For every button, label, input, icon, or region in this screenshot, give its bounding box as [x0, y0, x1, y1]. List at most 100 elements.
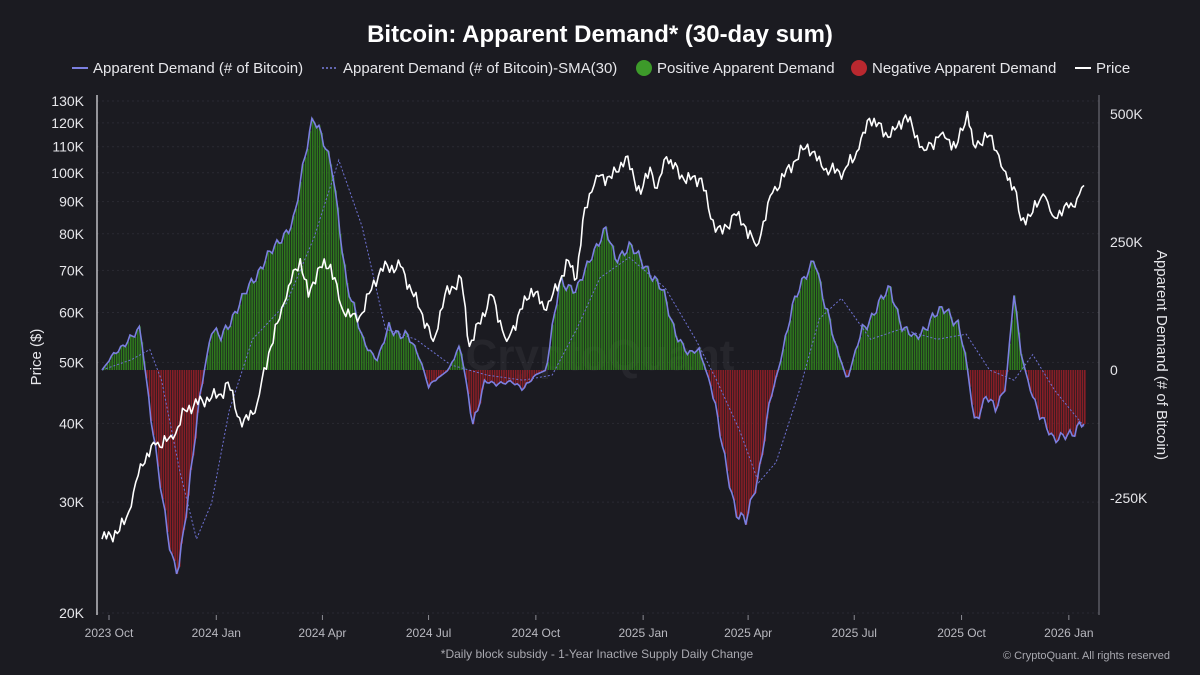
positive-demand-bar — [801, 278, 804, 370]
positive-demand-bar — [850, 368, 853, 370]
positive-demand-bar — [790, 320, 792, 370]
x-tick-label: 2025 Jan — [618, 626, 667, 640]
positive-demand-bar — [958, 320, 960, 370]
positive-demand-bar — [902, 330, 904, 370]
negative-demand-bar — [764, 370, 767, 442]
positive-demand-bar — [818, 273, 820, 370]
negative-demand-bar — [745, 370, 748, 525]
positive-demand-bar — [960, 335, 962, 370]
positive-demand-bar — [104, 366, 106, 370]
negative-demand-bar — [533, 370, 536, 377]
positive-demand-bar — [638, 250, 641, 370]
positive-demand-bar — [934, 316, 937, 370]
negative-demand-bar — [710, 370, 713, 387]
positive-demand-bar — [932, 313, 934, 370]
positive-demand-bar — [937, 315, 939, 370]
positive-demand-bar — [232, 314, 235, 370]
positive-demand-bar — [785, 335, 788, 370]
positive-demand-bar — [596, 243, 599, 370]
negative-demand-bar — [500, 370, 503, 382]
legend-item-5[interactable]: Price — [1075, 60, 1130, 77]
right-tick-label: 250K — [1110, 234, 1143, 250]
positive-demand-bar — [349, 296, 351, 370]
negative-demand-bar — [465, 370, 468, 380]
negative-demand-bar — [430, 370, 433, 383]
negative-demand-bar — [521, 370, 524, 391]
left-tick-label: 20K — [59, 605, 85, 621]
positive-demand-bar — [127, 341, 130, 370]
positive-demand-bar — [610, 243, 613, 370]
legend[interactable]: Apparent Demand (# of Bitcoin) Apparent D… — [72, 60, 1130, 77]
positive-demand-bar — [953, 325, 955, 370]
negative-demand-bar — [755, 370, 757, 494]
positive-demand-bar — [582, 279, 585, 370]
x-tick-label: 2023 Oct — [85, 626, 134, 640]
legend-label: Positive Apparent Demand — [657, 60, 835, 77]
positive-demand-bar — [139, 326, 141, 370]
positive-demand-bar — [899, 321, 902, 370]
positive-demand-bar — [398, 331, 400, 370]
negative-demand-bar — [162, 370, 165, 500]
positive-demand-bar — [239, 304, 242, 370]
negative-demand-bar — [1035, 370, 1037, 400]
positive-demand-bar — [811, 261, 813, 370]
legend-item-3[interactable]: Positive Apparent Demand — [636, 60, 835, 77]
negative-demand-bar — [491, 370, 494, 382]
legend-item-1[interactable]: Apparent Demand (# of Bitcoin) — [72, 60, 303, 77]
negative-demand-bar — [1000, 370, 1002, 397]
positive-demand-bar — [113, 352, 116, 370]
negative-demand-bar — [524, 370, 526, 388]
positive-demand-bar — [920, 334, 923, 370]
negative-demand-bar — [715, 370, 718, 404]
positive-demand-bar — [295, 208, 298, 370]
positive-demand-bar — [1014, 295, 1016, 370]
negative-demand-bar — [148, 370, 151, 397]
legend-item-2[interactable]: Apparent Demand (# of Bitcoin)-SMA(30) — [322, 60, 617, 77]
x-tick-label: 2026 Jan — [1044, 626, 1093, 640]
negative-demand-bar — [1074, 370, 1077, 437]
negative-demand-bar — [727, 370, 729, 472]
negative-demand-bar — [759, 370, 762, 464]
positive-demand-bar — [206, 355, 209, 370]
positive-demand-bar — [391, 330, 393, 370]
negative-demand-bar — [178, 370, 181, 567]
positive-demand-bar — [556, 304, 559, 370]
positive-demand-bar — [1021, 353, 1023, 370]
positive-demand-bar — [659, 288, 662, 370]
negative-demand-bar — [1063, 370, 1065, 435]
negative-demand-bar — [717, 370, 720, 418]
positive-demand-bar — [948, 309, 951, 370]
negative-demand-bar — [1058, 370, 1060, 441]
left-tick-label: 90K — [59, 194, 85, 210]
negative-demand-bar — [771, 370, 774, 397]
negative-demand-bar — [752, 370, 755, 496]
positive-demand-bar — [895, 305, 897, 370]
negative-demand-bar — [470, 370, 473, 414]
negative-demand-bar — [160, 370, 162, 488]
positive-demand-bar — [878, 300, 881, 370]
positive-demand-bar — [668, 315, 671, 370]
negative-demand-bar — [192, 370, 195, 456]
left-tick-label: 30K — [59, 494, 85, 510]
positive-demand-bar — [808, 270, 811, 370]
negative-demand-bar — [437, 370, 440, 378]
positive-demand-bar — [598, 245, 601, 370]
positive-demand-bar — [230, 325, 232, 370]
positive-demand-bar — [911, 336, 913, 370]
positive-demand-bar — [647, 266, 650, 370]
positive-demand-bar — [393, 335, 396, 370]
positive-demand-bar — [584, 270, 587, 370]
negative-demand-bar — [731, 370, 734, 493]
negative-demand-bar — [503, 370, 505, 384]
negative-demand-bar — [512, 370, 515, 383]
positive-demand-bar — [643, 268, 645, 370]
legend-swatch-dot — [851, 60, 867, 76]
negative-demand-bar — [440, 370, 442, 377]
positive-demand-bar — [827, 309, 830, 370]
legend-item-4[interactable]: Negative Apparent Demand — [851, 60, 1056, 77]
positive-demand-bar — [353, 302, 356, 370]
positive-demand-bar — [794, 296, 797, 370]
negative-demand-bar — [188, 370, 190, 496]
positive-demand-bar — [395, 330, 398, 370]
positive-demand-bar — [678, 341, 680, 370]
